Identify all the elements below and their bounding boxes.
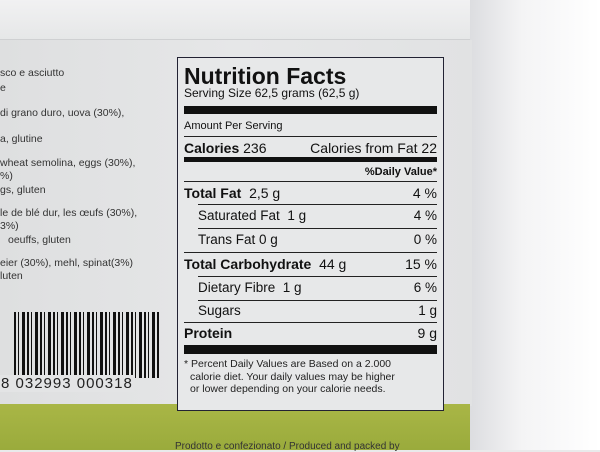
row-label: Dietary Fibre	[198, 280, 276, 295]
row-label: Total Carbohydrate	[184, 256, 312, 272]
row-amount: 2,5 g	[249, 185, 281, 201]
divider	[184, 345, 437, 354]
ingredient-line: eier (30%), mehl, spinat(3%)	[0, 257, 134, 269]
row-dv: 0 %	[413, 232, 437, 247]
row-sugars: Sugars 1 g	[198, 303, 437, 318]
ingredient-line: %)	[0, 170, 13, 182]
ingredient-line: oeuffs, gluten	[8, 234, 71, 246]
amount-per-serving: Amount Per Serving	[184, 120, 283, 132]
row-total-carbohydrate: Total Carbohydrate 44 g 15 %	[184, 256, 437, 272]
footnote: * Percent Daily Values are Based on a 2.…	[184, 358, 395, 396]
row-label: Protein	[184, 325, 233, 341]
divider	[184, 252, 437, 253]
row-amount: 1 g	[287, 208, 307, 223]
nutrition-facts-label: Nutrition Facts Serving Size 62,5 grams …	[177, 57, 444, 411]
row-trans-fat: Trans Fat 0 g 0 %	[198, 232, 437, 247]
ingredient-line: a, glutine	[0, 133, 43, 145]
calories-label: Calories	[184, 140, 240, 156]
ingredient-line: di grano duro, uova (30%),	[0, 107, 125, 119]
producer-text: Prodotto e confezionato / Produced and p…	[175, 441, 400, 452]
divider	[184, 106, 437, 114]
row-dv: 1 g	[418, 303, 437, 318]
row-amount: 0 g	[259, 232, 278, 247]
divider	[198, 228, 437, 229]
ingredient-line: 3%)	[0, 220, 19, 232]
divider	[198, 276, 437, 277]
footnote-line: or lower depending on your calorie needs…	[190, 383, 386, 395]
row-label: Sugars	[198, 303, 241, 318]
divider	[184, 157, 437, 162]
row-protein: Protein 9 g	[184, 325, 437, 341]
label-title: Nutrition Facts	[184, 63, 347, 89]
footnote-line: * Percent Daily Values are Based on a 2.…	[184, 358, 392, 370]
calories-row: Calories 236 Calories from Fat 22	[184, 140, 437, 156]
divider	[184, 136, 437, 137]
ingredient-line: wheat semolina, eggs (30%),	[0, 157, 136, 169]
dv-header: %Daily Value*	[364, 166, 437, 178]
green-band	[0, 404, 470, 450]
row-amount: 1 g	[282, 280, 302, 295]
divider	[184, 322, 437, 323]
serving-size: Serving Size 62,5 grams (62,5 g)	[184, 86, 360, 100]
row-label: Total Fat	[184, 185, 242, 201]
background	[470, 0, 600, 450]
calories-value: 236	[243, 140, 267, 156]
row-dv: 6 %	[413, 280, 437, 295]
divider	[198, 300, 437, 301]
row-amount: 44 g	[319, 256, 347, 272]
divider	[184, 181, 437, 182]
cal-fat-value: 22	[421, 140, 437, 156]
row-label: Trans Fat	[198, 232, 256, 247]
barcode-number: 8 032993 000318	[0, 375, 134, 392]
package-lid	[0, 0, 470, 40]
divider	[198, 204, 437, 205]
row-dv: 9 g	[417, 325, 437, 341]
row-dietary-fibre: Dietary Fibre 1 g 6 %	[198, 280, 437, 295]
ingredient-line: gs, gluten	[0, 184, 46, 196]
barcode	[14, 312, 160, 378]
row-label: Saturated Fat	[198, 208, 280, 223]
ingredient-line: e	[0, 82, 6, 94]
row-dv: 4 %	[412, 185, 437, 201]
row-dv: 4 %	[413, 208, 437, 223]
ingredient-line: le de blé dur, les œufs (30%),	[0, 207, 138, 219]
cal-fat-label: Calories from Fat	[310, 140, 418, 156]
row-total-fat: Total Fat 2,5 g 4 %	[184, 185, 437, 201]
row-saturated-fat: Saturated Fat 1 g 4 %	[198, 208, 437, 223]
footnote-line: calorie diet. Your daily values may be h…	[190, 370, 395, 383]
ingredient-line: sco e asciutto	[0, 67, 65, 79]
ingredient-line: luten	[0, 270, 23, 282]
row-dv: 15 %	[405, 256, 437, 272]
